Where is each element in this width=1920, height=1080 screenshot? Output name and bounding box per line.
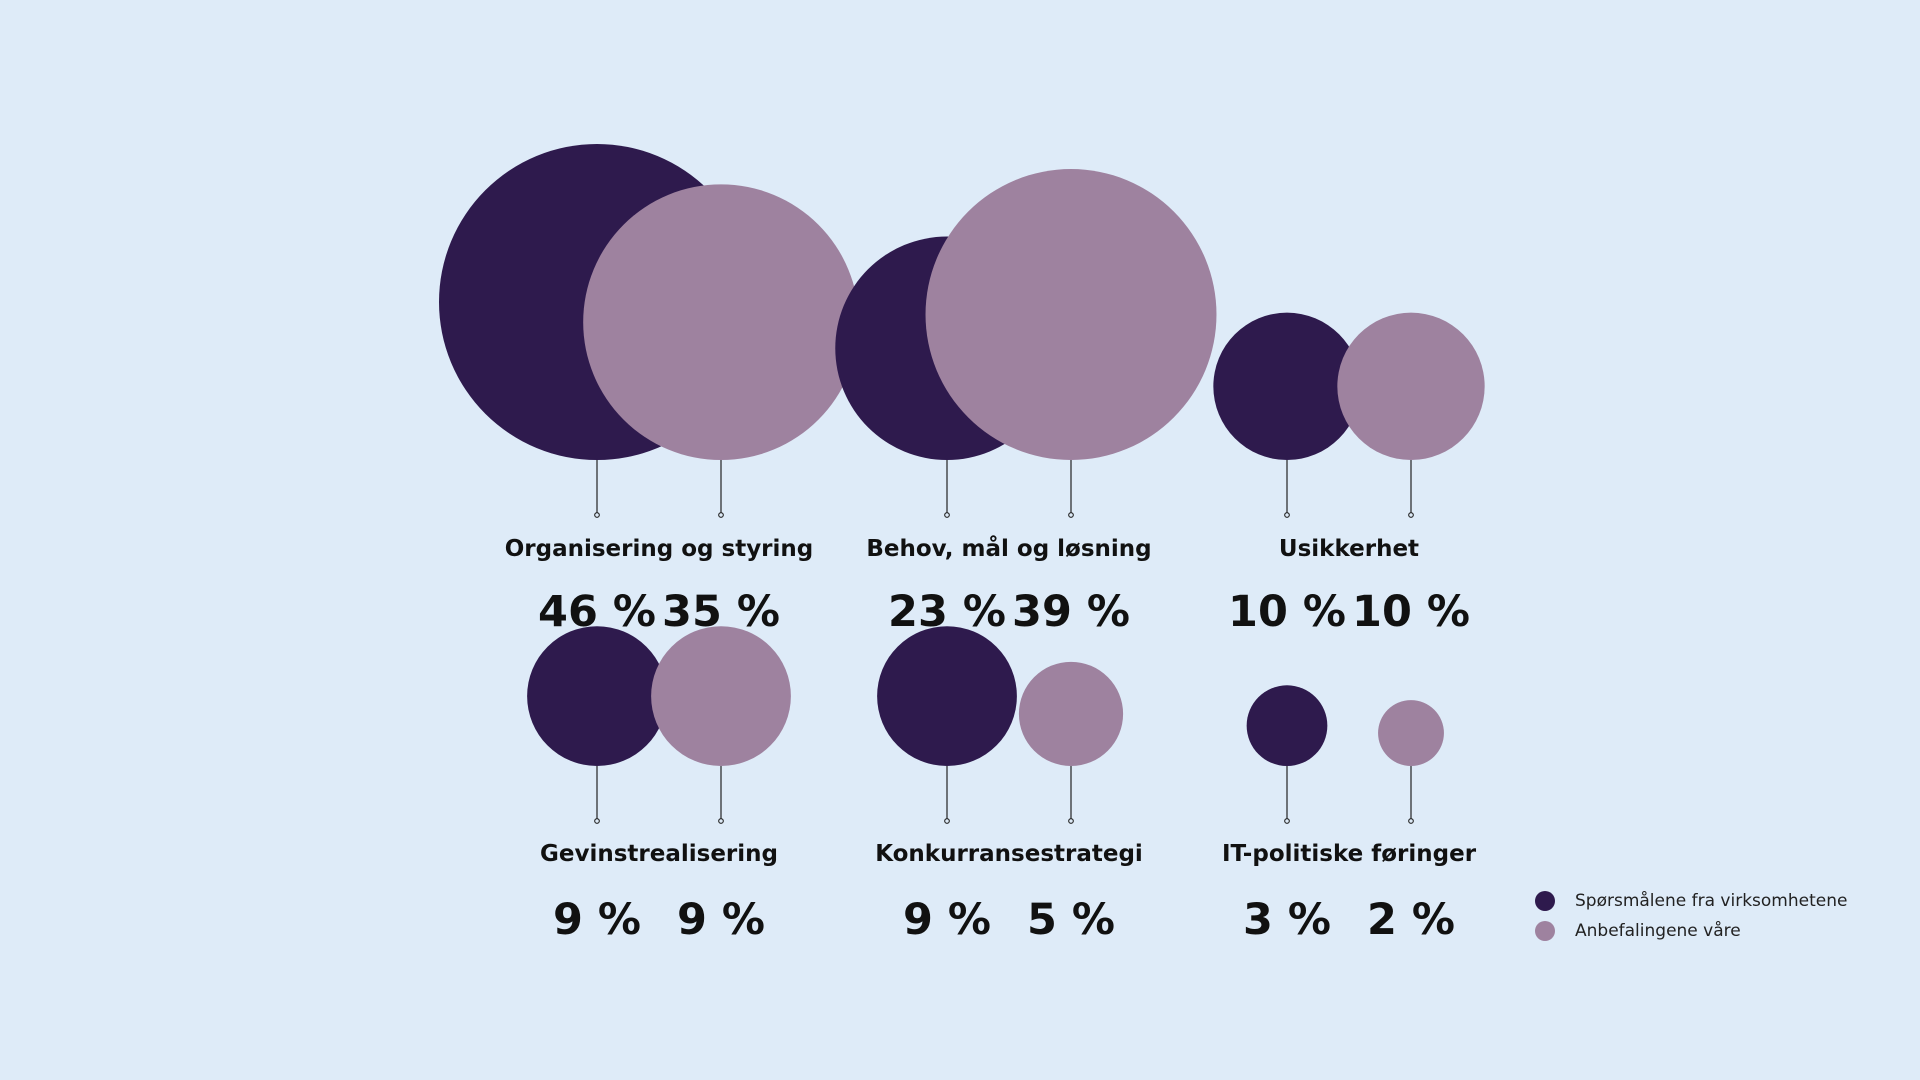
category-group-4: Konkurransestrategi 9 % 5 % [875, 626, 1143, 945]
stem-tip-questions-2 [1284, 512, 1290, 518]
legend-swatch-questions [1535, 891, 1555, 911]
stem-tip-recommendations-1 [1068, 512, 1074, 518]
stem-tip-recommendations-2 [1408, 512, 1414, 518]
category-label-4: Konkurransestrategi [875, 841, 1143, 867]
category-label-2: Usikkerhet [1279, 536, 1419, 562]
category-label-0: Organisering og styring [505, 536, 814, 562]
category-group-5: IT-politiske føringer 3 % 2 % [1222, 685, 1477, 945]
stem-tip-recommendations-5 [1408, 818, 1414, 824]
bubble-questions-5 [1246, 685, 1328, 766]
bubble-questions-4 [877, 626, 1017, 766]
stem-tip-questions-5 [1284, 818, 1290, 824]
value-label-recommendations-5: 2 % [1367, 895, 1455, 945]
stem-tip-questions-0 [594, 512, 600, 518]
stem-tip-recommendations-0 [718, 512, 724, 518]
value-label-recommendations-4: 5 % [1027, 895, 1115, 945]
bubble-questions-3 [527, 626, 667, 766]
stem-tip-questions-4 [944, 818, 950, 824]
value-label-recommendations-2: 10 % [1352, 587, 1470, 637]
value-label-questions-3: 9 % [553, 895, 641, 945]
value-label-questions-4: 9 % [903, 895, 991, 945]
category-label-1: Behov, mål og løsning [866, 535, 1151, 562]
bubble-recommendations-1 [925, 169, 1217, 460]
stem-tip-recommendations-3 [718, 818, 724, 824]
legend-item-recommendations: Anbefalingene våre [1535, 916, 1847, 946]
category-label-5: IT-politiske føringer [1222, 841, 1477, 867]
bubble-recommendations-4 [1018, 661, 1124, 766]
category-group-2: Usikkerhet 10 % 10 % [1213, 312, 1485, 637]
bubble-recommendations-2 [1337, 312, 1485, 460]
value-label-recommendations-1: 39 % [1012, 587, 1130, 637]
stem-tip-questions-3 [594, 818, 600, 824]
bubble-questions-2 [1213, 312, 1361, 460]
stem-tip-questions-1 [944, 512, 950, 518]
legend: Spørsmålene fra virksomhetene Anbefaling… [1535, 886, 1847, 946]
category-label-3: Gevinstrealisering [540, 841, 778, 867]
category-group-3: Gevinstrealisering 9 % 9 % [527, 626, 791, 945]
legend-label-questions: Spørsmålene fra virksomhetene [1575, 891, 1848, 911]
legend-item-questions: Spørsmålene fra virksomhetene [1535, 886, 1847, 916]
value-label-questions-5: 3 % [1243, 895, 1331, 945]
value-label-questions-2: 10 % [1228, 587, 1346, 637]
bubble-recommendations-3 [651, 626, 791, 766]
bubble-recommendations-0 [583, 184, 859, 460]
legend-swatch-recommendations [1535, 921, 1555, 941]
value-label-recommendations-3: 9 % [677, 895, 765, 945]
legend-label-recommendations: Anbefalingene våre [1575, 921, 1741, 941]
stem-tip-recommendations-4 [1068, 818, 1074, 824]
bubble-recommendations-5 [1378, 700, 1444, 767]
